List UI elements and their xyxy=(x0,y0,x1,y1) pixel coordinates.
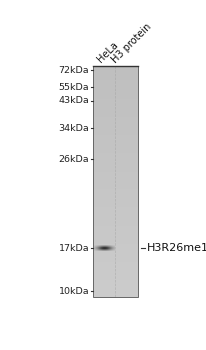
Text: HeLa: HeLa xyxy=(95,40,119,65)
Text: 17kDa: 17kDa xyxy=(58,244,89,253)
Text: H3 protein: H3 protein xyxy=(109,21,152,65)
Text: 26kDa: 26kDa xyxy=(58,155,89,164)
Text: H3R26me1: H3R26me1 xyxy=(146,243,206,253)
Text: 10kDa: 10kDa xyxy=(58,287,89,296)
Text: 72kDa: 72kDa xyxy=(58,66,89,75)
Text: 43kDa: 43kDa xyxy=(58,96,89,105)
Text: 34kDa: 34kDa xyxy=(58,124,89,133)
Text: 55kDa: 55kDa xyxy=(58,83,89,92)
Bar xyxy=(93,66,138,297)
